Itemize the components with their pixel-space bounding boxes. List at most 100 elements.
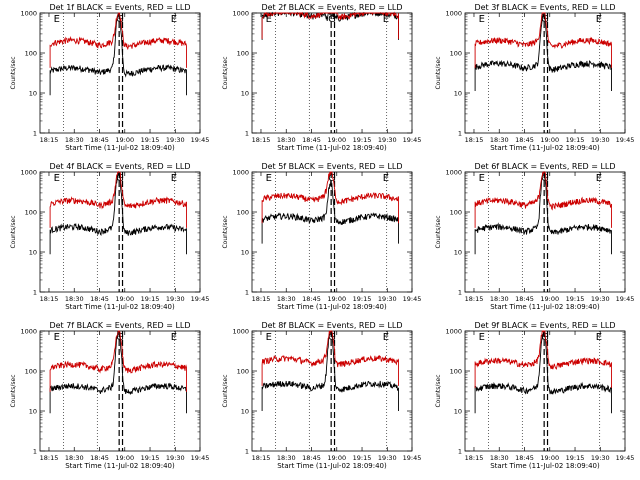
series-lld-line [261,330,399,386]
x-tick-label: 18:15 [465,136,484,144]
x-tick-label: 19:30 [591,295,610,303]
y-tick-label: 10 [29,408,37,416]
y-axis-label: Counts/sec [10,56,17,89]
y-tick-label: 100 [450,368,462,376]
x-tick-label: 19:30 [378,136,397,144]
plot-frame [39,171,201,293]
plot-frame [251,12,413,134]
panel-det-7: Det 7f BLACK = Events, RED = LLD 1 10 100 10… [10,321,209,470]
marker-label-start: E [479,14,485,25]
marker-label-start: E [479,173,485,184]
panel-det-4: Det 4f BLACK = Events, RED = LLD 1 10 100 10… [10,162,209,311]
marker-label-end: E [383,332,389,343]
y-axis-label: Counts/sec [435,215,442,248]
series-events-line [49,12,187,96]
y-tick-label: 10 [241,90,249,98]
panel-title: Det 4f BLACK = Events, RED = LLD [49,162,190,171]
series-events-line [474,330,612,414]
panel-title: Det 6f BLACK = Events, RED = LLD [474,162,615,171]
x-tick-label: 19:00 [115,295,134,303]
y-tick-label: 100 [237,209,249,217]
y-tick-label: 10 [454,408,462,416]
y-tick-label: 1 [245,448,249,456]
series-events-line [474,12,612,91]
x-tick-label: 19:45 [616,295,635,303]
x-tick-label: 19:45 [403,295,422,303]
panel-det-8: Det 8f BLACK = Events, RED = LLD 1 10 100 10… [222,321,421,470]
x-tick-label: 19:00 [327,295,346,303]
y-tick-label: 1000 [445,328,462,336]
series-lld-line [49,171,187,228]
series-events-line [261,11,399,40]
series-lld-line [261,171,399,224]
x-tick-label: 19:15 [566,136,585,144]
x-tick-label: 19:45 [403,454,422,462]
y-tick-label: 10 [241,408,249,416]
x-tick-label: 19:15 [141,136,160,144]
x-tick-label: 18:45 [515,295,534,303]
series-lld-line [474,12,612,68]
plot-frame [39,12,201,134]
y-tick-label: 100 [450,209,462,217]
x-axis-label: Start Time (11-Jul-02 18:09:40) [277,462,387,470]
plot-frame [464,12,626,134]
panel-det-1: Det 1f BLACK = Events, RED = LLD 1 10 100 10… [10,3,209,152]
x-tick-label: 18:45 [90,454,109,462]
series-events-line [261,180,399,244]
x-tick-label: 19:00 [327,136,346,144]
panel-det-5: Det 5f BLACK = Events, RED = LLD 1 10 100 10… [222,162,421,311]
marker-label-start: E [479,332,485,343]
x-tick-label: 18:45 [302,454,321,462]
y-tick-label: 100 [237,50,249,58]
x-axis-label: Start Time (11-Jul-02 18:09:40) [277,303,387,311]
marker-label-peak: G [328,173,336,184]
x-tick-label: 19:00 [540,454,559,462]
x-tick-label: 18:45 [302,295,321,303]
y-tick-label: 1 [33,448,37,456]
marker-label-end: E [383,173,389,184]
x-tick-label: 18:45 [90,295,109,303]
panel-title: Det 9f BLACK = Events, RED = LLD [474,321,615,330]
x-tick-label: 18:15 [252,295,271,303]
x-axis-label: Start Time (11-Jul-02 18:09:40) [490,303,600,311]
panel-det-2: Det 2f BLACK = Events, RED = LLD 1 10 100 10… [222,3,421,152]
series-events-line [261,330,399,411]
y-tick-label: 1000 [20,10,37,18]
x-tick-label: 18:15 [40,454,59,462]
x-tick-label: 19:45 [403,136,422,144]
y-tick-label: 1 [33,130,37,138]
y-tick-label: 1 [458,289,462,297]
x-tick-label: 19:30 [591,136,610,144]
panel-title: Det 5f BLACK = Events, RED = LLD [261,162,402,171]
plot-frame [39,330,201,452]
plot-frame [251,330,413,452]
y-tick-label: 10 [454,249,462,257]
y-tick-label: 1000 [232,169,249,177]
x-tick-label: 19:45 [191,454,210,462]
y-axis-label: Counts/sec [10,374,17,407]
marker-label-end: E [171,14,177,25]
y-tick-label: 1000 [20,328,37,336]
y-tick-label: 1 [33,289,37,297]
y-tick-label: 1000 [232,10,249,18]
y-tick-label: 1 [245,130,249,138]
x-axis-label: Start Time (11-Jul-02 18:09:40) [277,144,387,152]
y-axis-label: Counts/sec [10,215,17,248]
plot-frame [464,330,626,452]
marker-label-end: E [383,14,389,25]
x-tick-label: 19:45 [616,454,635,462]
marker-label-end: E [596,332,602,343]
series-lld-line [261,11,399,39]
panel-title: Det 1f BLACK = Events, RED = LLD [49,3,190,12]
y-axis-label: Counts/sec [435,374,442,407]
y-tick-label: 1 [458,130,462,138]
y-tick-label: 100 [237,368,249,376]
x-tick-label: 18:30 [490,136,509,144]
panel-det-3: Det 3f BLACK = Events, RED = LLD 1 10 100 10… [435,3,634,152]
y-tick-label: 1000 [20,169,37,177]
y-tick-label: 100 [25,209,37,217]
series-events-line [474,170,612,255]
y-tick-label: 1 [245,289,249,297]
x-tick-label: 19:00 [115,136,134,144]
